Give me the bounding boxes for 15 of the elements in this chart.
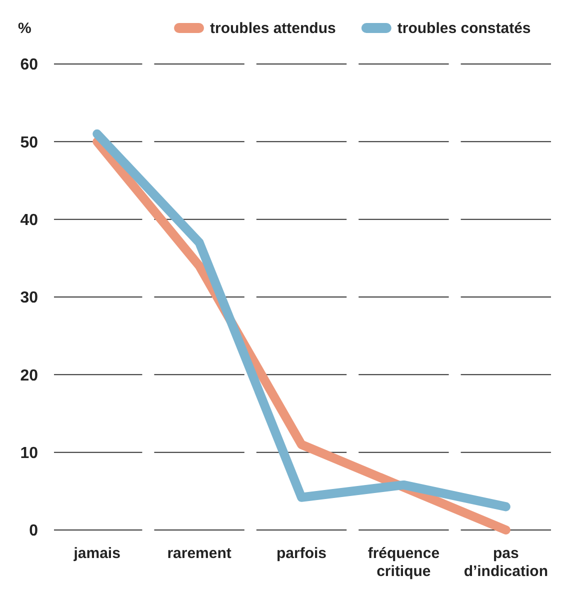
y-tick-label: 60 (20, 56, 38, 74)
x-tick-label: jamais (72, 545, 120, 562)
y-tick-label: 0 (29, 522, 38, 540)
y-tick-label: 20 (20, 367, 38, 384)
x-tick-label: pas d’indication (464, 545, 548, 580)
x-tick-label: fréquence critique (368, 545, 440, 580)
y-axis-title: % (18, 20, 32, 37)
legend-label: troubles attendus (210, 20, 336, 37)
x-tick-label: rarement (167, 545, 232, 562)
y-tick-label: 30 (20, 290, 38, 307)
legend-label: troubles constatés (397, 20, 531, 37)
y-tick-label: 50 (20, 134, 38, 152)
y-tick-label: 40 (20, 212, 38, 229)
y-tick-label: 10 (20, 444, 38, 462)
x-tick-label: parfois (276, 545, 327, 562)
